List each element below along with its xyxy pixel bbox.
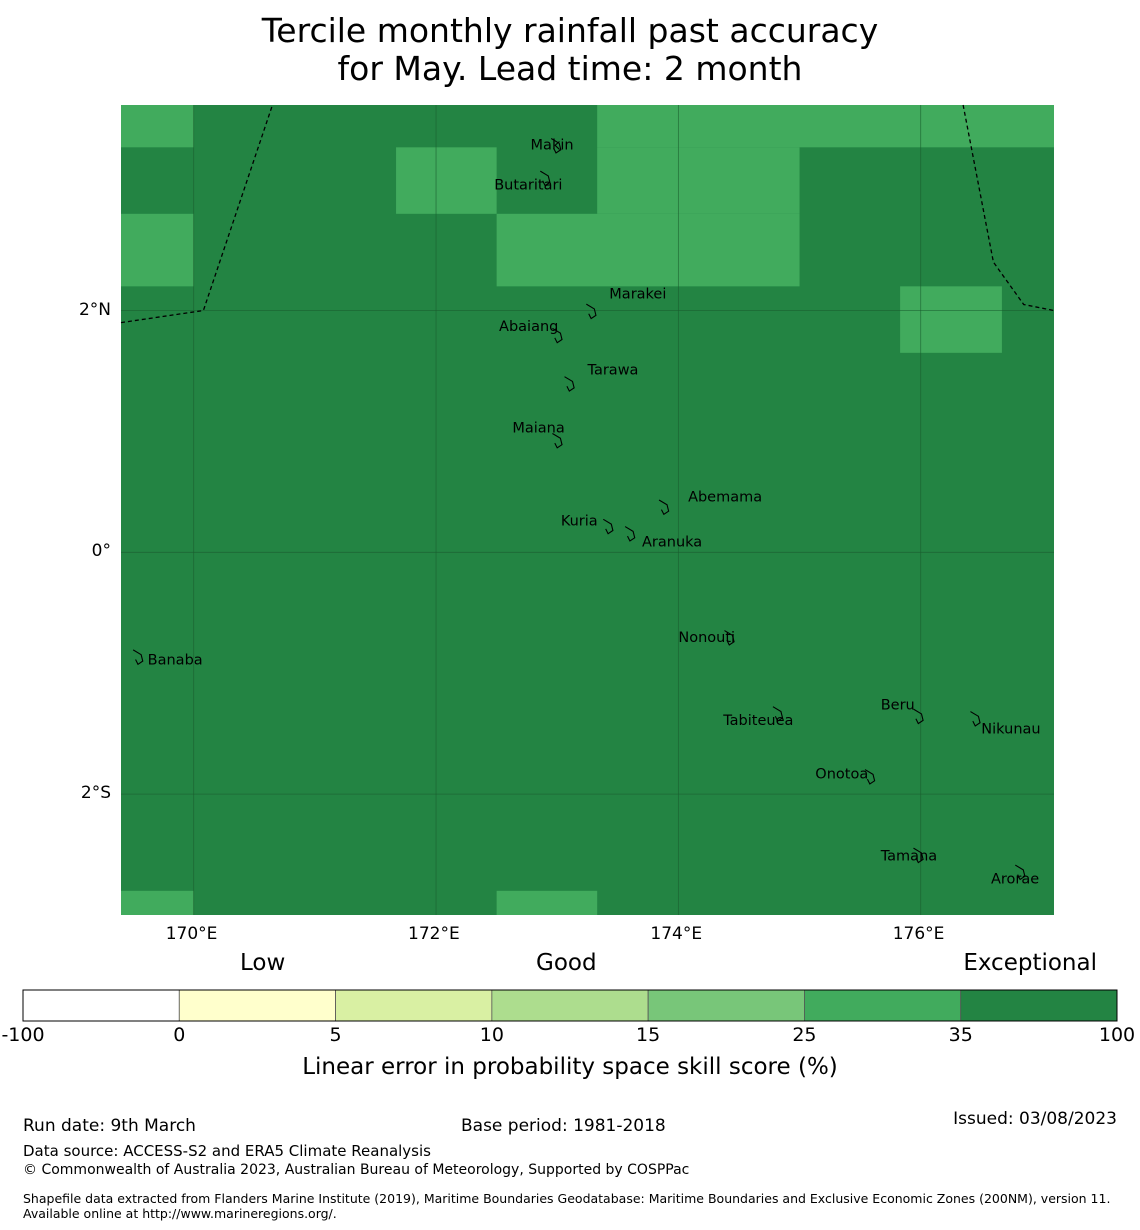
island-label: Abaiang <box>499 319 558 335</box>
colorbar <box>22 989 1118 1022</box>
skill-cell <box>496 890 598 915</box>
island-coastline <box>1014 864 1026 881</box>
colorbar-label: Linear error in probability space skill … <box>302 1054 838 1080</box>
colorbar-bin <box>804 989 962 1022</box>
skill-cell <box>496 213 800 287</box>
island-coastline <box>586 303 597 320</box>
island-coastline <box>658 499 670 516</box>
chart-title-line-2: for May. Lead time: 2 month <box>337 49 803 88</box>
colorbar-bin <box>178 989 336 1022</box>
island-label: Banaba <box>148 653 203 669</box>
skill-cell <box>597 105 921 148</box>
island-label: Arorae <box>991 872 1039 888</box>
island-coastline <box>550 138 562 154</box>
colorbar-category: Low <box>240 950 286 976</box>
x-tick-label: 170°E <box>165 924 218 944</box>
island-label: Marakei <box>609 286 666 302</box>
colorbar-bin <box>335 989 493 1022</box>
island-coastline <box>913 847 924 864</box>
run-date: Run date: 9th March <box>23 1116 196 1136</box>
shapefile-credit: Shapefile data extracted from Flanders M… <box>23 1191 1111 1221</box>
skill-cell <box>900 286 1002 353</box>
island-label: Kuria <box>561 514 598 530</box>
colorbar-bin <box>491 989 649 1022</box>
colorbar-category: Exceptional <box>963 950 1097 976</box>
skill-map: Makin Butaritari Marakei Abaiang Tarawa Maian… <box>120 104 1055 915</box>
island-label: Butaritari <box>494 178 562 194</box>
colorbar-bin <box>647 989 805 1022</box>
chart-title-line-1: Tercile monthly rainfall past accuracy <box>261 11 879 50</box>
island-coastline <box>864 769 876 785</box>
island-label: Makin <box>531 138 574 154</box>
colorbar-tick: 10 <box>479 1024 504 1046</box>
colorbar-tick: 25 <box>792 1024 817 1046</box>
colorbar-tick: 35 <box>948 1024 973 1046</box>
eez-boundary-west <box>120 104 274 324</box>
island-label: Nikunau <box>981 722 1040 738</box>
skill-cell <box>121 105 194 148</box>
island-label: Aranuka <box>642 534 702 550</box>
colorbar-tick: 0 <box>173 1024 186 1046</box>
island-coastline <box>552 327 563 344</box>
issued-date: Issued: 03/08/2023 <box>953 1109 1117 1129</box>
x-tick-label: 172°E <box>408 924 460 944</box>
y-tick-label: 0° <box>91 541 111 562</box>
colorbar-bin <box>22 989 180 1022</box>
island-label: Nonouti <box>678 630 735 646</box>
island-coastline <box>772 706 784 722</box>
colorbar-frame <box>22 989 1118 1022</box>
island-coastline <box>132 649 144 666</box>
island-coastline <box>552 433 563 449</box>
skill-cell <box>396 147 497 214</box>
copyright: © Commonwealth of Australia 2023, Austra… <box>23 1162 690 1178</box>
y-tick-label: 2°N <box>78 299 111 320</box>
skill-cell <box>121 890 194 915</box>
colorbar-tick: 5 <box>329 1024 342 1046</box>
colorbar-category: Good <box>536 950 597 976</box>
base-period: Base period: 1981-2018 <box>461 1116 666 1136</box>
island-coastline <box>970 711 981 727</box>
skill-cell <box>920 105 1054 148</box>
island-label: Maiana <box>512 421 564 437</box>
colorbar-bin <box>960 989 1118 1022</box>
data-source: Data source: ACCESS-S2 and ERA5 Climate … <box>23 1142 431 1160</box>
island-label: Onotoa <box>815 766 868 782</box>
island-coastline <box>540 170 551 187</box>
island-label: Beru <box>881 697 915 713</box>
skill-cell <box>121 213 194 287</box>
island-label: Abemama <box>688 490 762 506</box>
y-tick-label: 2°S <box>80 783 111 804</box>
x-tick-label: 174°E <box>650 924 703 944</box>
island-coastline <box>624 526 636 542</box>
island-label: Tabiteuea <box>722 713 793 729</box>
island-coastline <box>913 708 924 725</box>
island-coastline <box>724 630 735 646</box>
skill-cell <box>597 147 800 214</box>
colorbar-tick: 15 <box>636 1024 661 1046</box>
x-tick-label: 176°E <box>892 924 945 944</box>
island-label: Tamana <box>880 849 937 865</box>
colorbar-tick: 100 <box>1098 1024 1136 1046</box>
island-coastline <box>603 518 614 535</box>
island-label: Tarawa <box>587 363 639 379</box>
island-coastline <box>564 376 575 392</box>
colorbar-tick: -100 <box>1 1024 45 1046</box>
eez-boundary-east <box>962 104 1055 312</box>
